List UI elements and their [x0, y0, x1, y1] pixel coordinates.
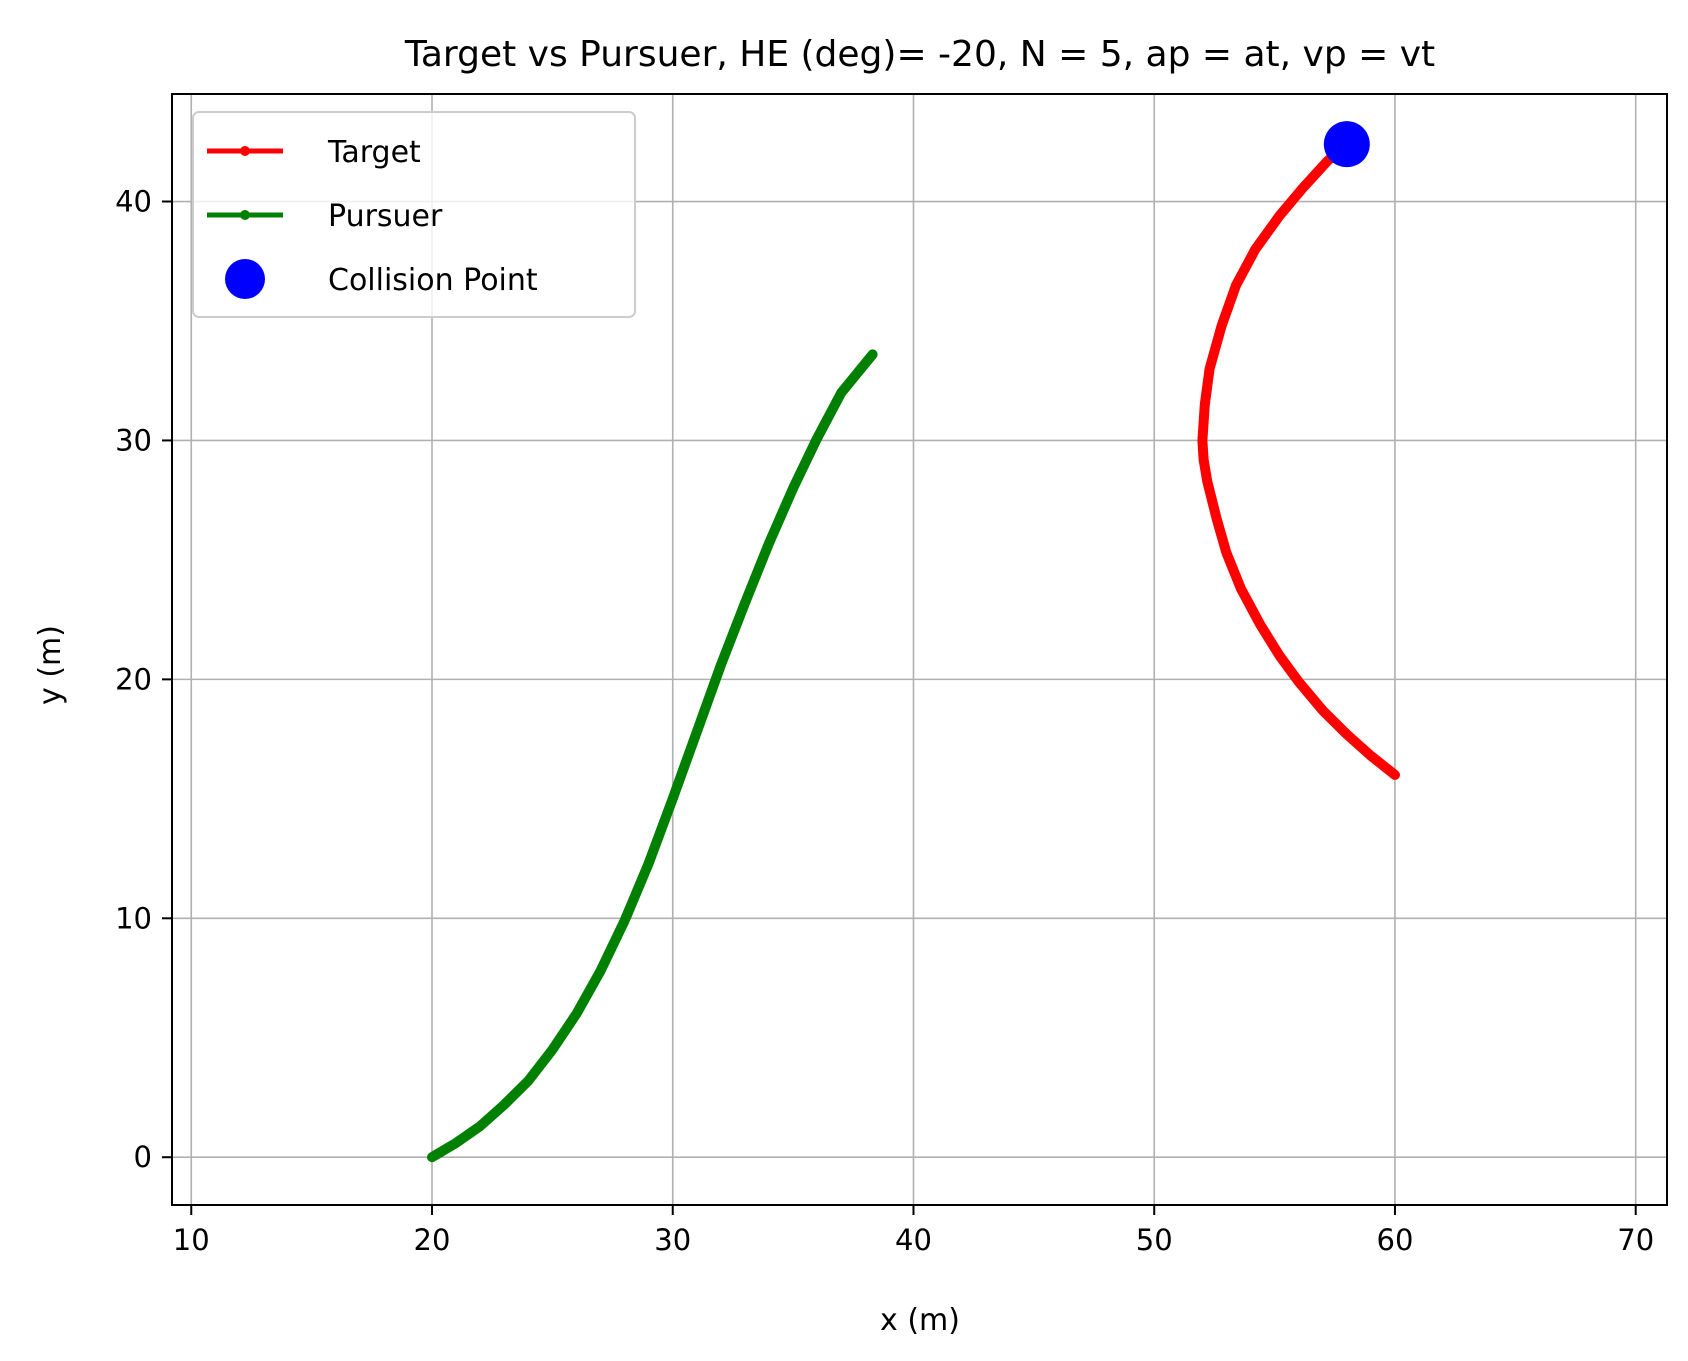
x-tick-label: 10: [173, 1223, 210, 1257]
x-tick-label: 50: [1136, 1223, 1173, 1257]
y-axis-label: y (m): [33, 625, 68, 705]
legend-label-target: Target: [327, 135, 421, 170]
collision-point-marker: [1323, 121, 1370, 168]
y-tick-label: 40: [115, 185, 152, 219]
legend-box: [192, 111, 636, 318]
y-tick-label: 30: [115, 423, 152, 457]
y-tick-label: 20: [115, 662, 152, 696]
y-tick-label: 0: [134, 1140, 152, 1174]
legend-label-pursuer: Pursuer: [328, 199, 443, 234]
chart-title: Target vs Pursuer, HE (deg)= -20, N = 5,…: [404, 34, 1435, 75]
x-tick-label: 40: [895, 1223, 932, 1257]
legend-swatch-collision-point: [225, 259, 265, 299]
legend-label-collision-point: Collision Point: [328, 263, 538, 298]
x-tick-label: 70: [1617, 1223, 1654, 1257]
y-tick-label: 10: [115, 901, 152, 935]
legend-swatch-dot-target: [240, 146, 250, 156]
series-line-pursuer: [427, 349, 878, 1163]
legend-swatch-dot-pursuer: [240, 210, 250, 220]
x-tick-label: 60: [1377, 1223, 1414, 1257]
axes-frame: [171, 93, 1668, 1206]
x-tick-label: 30: [654, 1223, 691, 1257]
x-axis-label: x (m): [880, 1303, 960, 1338]
legend: Target Pursuer Collision Point: [192, 111, 636, 318]
x-tick-label: 20: [414, 1223, 451, 1257]
plot-area: 10 20 30 40 50 60 70 0 10 20 30 40: [115, 93, 1668, 1257]
series-line-target: [1197, 139, 1400, 780]
